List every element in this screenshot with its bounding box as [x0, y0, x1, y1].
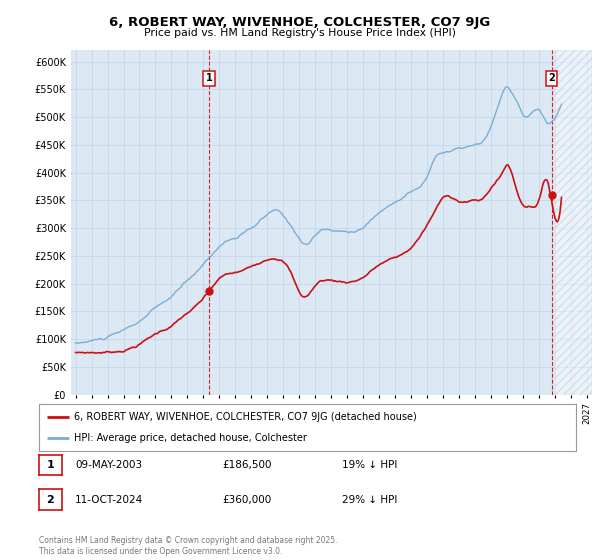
Text: HPI: Average price, detached house, Colchester: HPI: Average price, detached house, Colc…	[74, 433, 307, 444]
Text: 2: 2	[548, 73, 555, 83]
Text: 11-OCT-2024: 11-OCT-2024	[75, 494, 143, 505]
Text: £186,500: £186,500	[222, 460, 271, 470]
Text: 6, ROBERT WAY, WIVENHOE, COLCHESTER, CO7 9JG (detached house): 6, ROBERT WAY, WIVENHOE, COLCHESTER, CO7…	[74, 412, 416, 422]
Text: 1: 1	[206, 73, 212, 83]
Text: £360,000: £360,000	[222, 494, 271, 505]
Text: 1: 1	[47, 460, 54, 470]
Text: 29% ↓ HPI: 29% ↓ HPI	[342, 494, 397, 505]
Text: Contains HM Land Registry data © Crown copyright and database right 2025.
This d: Contains HM Land Registry data © Crown c…	[39, 536, 337, 556]
Text: Price paid vs. HM Land Registry's House Price Index (HPI): Price paid vs. HM Land Registry's House …	[144, 28, 456, 38]
Text: 2: 2	[47, 494, 54, 505]
Text: 6, ROBERT WAY, WIVENHOE, COLCHESTER, CO7 9JG: 6, ROBERT WAY, WIVENHOE, COLCHESTER, CO7…	[109, 16, 491, 29]
Text: 09-MAY-2003: 09-MAY-2003	[75, 460, 142, 470]
Text: 19% ↓ HPI: 19% ↓ HPI	[342, 460, 397, 470]
